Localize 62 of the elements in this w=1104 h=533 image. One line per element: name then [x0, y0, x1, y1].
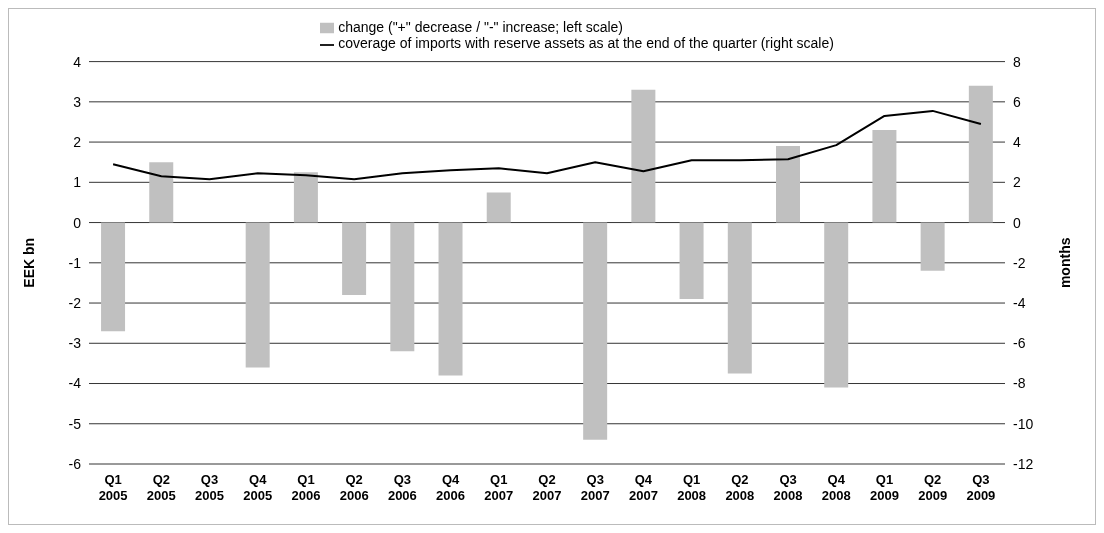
y2-tick-label: 8	[1013, 53, 1021, 70]
x-tick-label: Q4 2007	[628, 472, 658, 503]
x-tick-label: Q2 2007	[532, 472, 562, 503]
bar	[486, 192, 511, 223]
y-tick-label: -3	[68, 335, 82, 352]
bar	[679, 222, 704, 300]
x-tick-label: Q3 2007	[580, 472, 610, 503]
bar	[872, 130, 897, 223]
x-tick-label: Q3 2009	[966, 472, 996, 503]
x-tick-label: Q3 2008	[773, 472, 803, 503]
bar	[968, 85, 993, 223]
bar	[149, 162, 174, 223]
y-tick-label: 1	[73, 174, 82, 191]
y-tick-label: -4	[68, 375, 82, 392]
bar	[342, 222, 367, 295]
x-tick-label: Q1 2007	[484, 472, 514, 503]
x-tick-label: Q1 2008	[677, 472, 707, 503]
x-tick-label: Q2 2008	[725, 472, 755, 503]
x-tick-label: Q1 2009	[870, 472, 899, 503]
bar	[824, 222, 849, 388]
y2-tick-label: -12	[1013, 455, 1034, 472]
y-tick-label: -6	[68, 455, 82, 472]
bar	[583, 222, 608, 440]
bar	[438, 222, 463, 376]
x-tick-label: Q2 2009	[918, 472, 948, 503]
y2-tick-label: -2	[1013, 254, 1026, 271]
x-tick-label: Q1 2006	[291, 472, 321, 503]
y2-axis-title: months	[1056, 237, 1073, 289]
x-tick-label: Q2 2006	[339, 472, 369, 503]
y2-tick-label: -8	[1013, 375, 1026, 392]
y-tick-label: -1	[68, 254, 82, 271]
y-tick-label: 4	[73, 53, 82, 70]
x-tick-label: Q4 2008	[821, 472, 851, 503]
x-tick-label: Q4 2005	[243, 472, 273, 503]
x-tick-label: Q4 2006	[436, 472, 466, 503]
y-tick-label: 0	[73, 214, 82, 231]
y-tick-label: 2	[73, 134, 82, 151]
x-tick-label: Q2 2005	[146, 472, 176, 503]
bar	[776, 146, 800, 223]
bar	[101, 222, 126, 332]
y-tick-label: -5	[68, 415, 82, 432]
y-axis-title: EEK bn	[20, 237, 37, 288]
bar	[390, 222, 415, 352]
x-tick-label: Q3 2006	[387, 472, 417, 503]
y2-tick-label: -6	[1013, 335, 1026, 352]
bar	[293, 172, 318, 223]
bar	[920, 222, 945, 271]
bar	[631, 89, 656, 223]
bar	[245, 222, 270, 368]
y2-tick-label: 2	[1013, 174, 1021, 191]
bar	[727, 222, 752, 374]
y-tick-label: 3	[73, 93, 82, 110]
y2-tick-label: -10	[1013, 415, 1034, 432]
y2-tick-label: 0	[1013, 214, 1021, 231]
y2-tick-label: 6	[1013, 93, 1021, 110]
x-tick-label: Q3 2005	[195, 472, 224, 503]
y2-tick-label: -4	[1013, 295, 1026, 312]
legend-label: coverage of imports with reserve assets as at the end of the quarter (right scale)	[338, 35, 834, 52]
x-tick-label: Q1 2005	[98, 472, 128, 503]
y-tick-label: -2	[68, 295, 82, 312]
y2-tick-label: 4	[1013, 134, 1021, 151]
legend-label: change ("+" decrease / "-" increase; left scale)	[338, 19, 624, 35]
